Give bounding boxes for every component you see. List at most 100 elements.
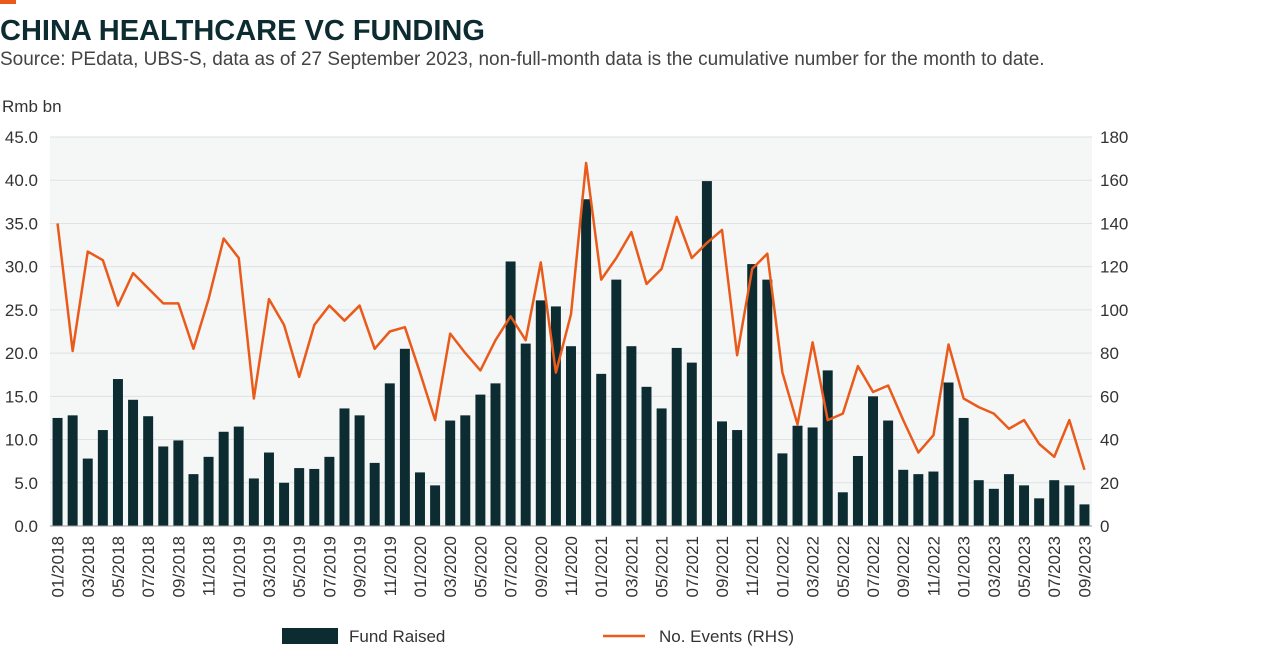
bar — [339, 408, 350, 526]
y-axis-label: Rmb bn — [2, 97, 62, 116]
bar — [747, 264, 758, 526]
y2-tick-label: 40 — [1100, 431, 1119, 450]
bar — [656, 408, 667, 526]
x-tick-label: 03/2019 — [260, 536, 279, 597]
x-tick-label: 05/2023 — [1015, 536, 1034, 597]
bar — [369, 462, 380, 526]
bar — [399, 348, 410, 526]
bar — [1079, 504, 1090, 526]
bar — [188, 474, 199, 526]
y-tick-label: 15.0 — [5, 387, 38, 406]
chart-subtitle: Source: PEdata, UBS-S, data as of 27 Sep… — [0, 49, 1045, 70]
y-tick-label: 20.0 — [5, 344, 38, 363]
bar — [445, 420, 456, 526]
bar — [1034, 498, 1045, 526]
bar — [430, 485, 441, 526]
line — [56, 161, 1086, 471]
brand-mark — [0, 0, 16, 4]
bar — [143, 416, 154, 526]
bar — [777, 453, 788, 526]
y2-tick-label: 180 — [1100, 128, 1128, 147]
bar — [112, 379, 123, 526]
bar — [203, 456, 214, 526]
bar — [641, 386, 652, 526]
y2-tick-label: 60 — [1100, 387, 1119, 406]
x-tick-label: 11/2021 — [743, 536, 762, 596]
y-tick-label: 40.0 — [5, 171, 38, 190]
x-tick-label: 11/2018 — [200, 536, 219, 596]
x-tick-label: 11/2020 — [562, 536, 581, 596]
bar — [566, 346, 576, 526]
bar — [868, 396, 879, 526]
x-tick-label: 05/2018 — [109, 536, 128, 597]
x-tick-label: 05/2022 — [834, 536, 853, 597]
bar — [294, 468, 305, 526]
bar — [837, 492, 848, 526]
x-tick-label: 03/2018 — [79, 536, 98, 597]
bar — [928, 471, 939, 526]
bar — [958, 417, 969, 526]
x-tick-label: 01/2018 — [49, 536, 68, 597]
x-tick-label: 03/2023 — [985, 536, 1004, 597]
bar — [158, 446, 169, 526]
bar — [701, 181, 712, 526]
y2-tick-label: 80 — [1100, 344, 1119, 363]
bar — [354, 415, 365, 526]
x-tick-label: 09/2018 — [169, 536, 188, 597]
y2-tick-label: 160 — [1100, 171, 1128, 190]
bar — [384, 383, 395, 526]
bar — [807, 427, 818, 526]
bar — [898, 469, 909, 526]
bar — [128, 399, 139, 526]
bar — [263, 452, 274, 526]
y-tick-label: 35.0 — [5, 214, 38, 233]
y2-tick-label: 120 — [1100, 258, 1128, 277]
bar — [1064, 485, 1075, 526]
bar — [611, 279, 622, 526]
x-tick-label: 07/2020 — [502, 536, 521, 597]
bar — [490, 383, 501, 526]
bar — [505, 261, 516, 526]
x-tick-label: 09/2019 — [351, 536, 370, 597]
x-tick-label: 03/2021 — [622, 536, 641, 597]
y-tick-label: 25.0 — [5, 301, 38, 320]
y2-tick-label: 100 — [1100, 301, 1128, 320]
x-tick-label: 11/2022 — [924, 536, 943, 596]
bar — [792, 425, 803, 526]
x-tick-label: 09/2021 — [713, 536, 732, 597]
bar — [309, 468, 320, 526]
bar — [233, 426, 244, 526]
bar — [732, 430, 743, 526]
bar — [67, 415, 78, 526]
y2-tick-label: 0 — [1100, 517, 1109, 536]
y-tick-label: 30.0 — [5, 258, 38, 277]
x-tick-label: 05/2019 — [290, 536, 309, 597]
x-tick-label: 01/2021 — [592, 536, 611, 597]
bar — [671, 347, 682, 526]
bar — [581, 199, 592, 527]
bar — [717, 421, 727, 526]
y-tick-label: 10.0 — [5, 431, 38, 450]
bar — [943, 382, 954, 526]
bar — [913, 474, 924, 526]
bar — [173, 440, 184, 526]
x-tick-label: 01/2020 — [411, 536, 430, 597]
bar — [550, 306, 561, 526]
bar — [1019, 485, 1030, 526]
bar — [248, 478, 259, 526]
x-tick-label: 03/2020 — [441, 536, 460, 597]
bar — [279, 482, 290, 526]
bar — [883, 420, 894, 526]
x-tick-label: 07/2023 — [1045, 536, 1064, 597]
x-tick-label: 07/2018 — [139, 536, 158, 597]
legend-swatch — [282, 628, 338, 644]
y-tick-label: 45.0 — [5, 128, 38, 147]
x-tick-label: 07/2021 — [683, 536, 702, 597]
bar — [218, 431, 229, 526]
bar — [852, 455, 863, 526]
x-tick-label: 05/2021 — [653, 536, 672, 597]
bar — [460, 415, 471, 526]
y-tick-label: 0.0 — [14, 517, 38, 536]
y2-tick-label: 20 — [1100, 474, 1119, 493]
